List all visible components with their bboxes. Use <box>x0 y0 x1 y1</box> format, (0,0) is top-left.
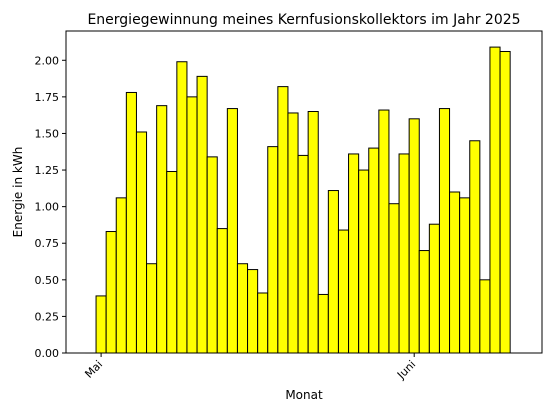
bars-group <box>85 46 511 354</box>
bar <box>358 169 370 354</box>
bar <box>226 108 238 354</box>
bar <box>186 96 198 354</box>
bar <box>125 91 137 354</box>
bar <box>327 190 339 354</box>
x-axis-label: Monat <box>285 388 323 402</box>
bar <box>388 203 400 354</box>
bar <box>499 50 511 354</box>
bar <box>459 197 471 354</box>
plot-frame <box>65 30 543 354</box>
bar <box>166 171 178 354</box>
bar <box>206 156 218 354</box>
bar <box>156 105 168 354</box>
x-tick-label: Juni <box>394 358 418 382</box>
bar <box>428 223 440 354</box>
bar <box>449 191 461 354</box>
bar <box>418 250 430 354</box>
bar <box>277 86 289 354</box>
y-tick-label: 0.50 <box>35 274 60 287</box>
bar <box>378 109 390 354</box>
y-tick-label: 1.00 <box>35 201 60 214</box>
bar <box>368 147 380 354</box>
bar <box>469 140 481 354</box>
bar <box>146 263 158 354</box>
bar <box>317 293 329 354</box>
bar <box>479 279 491 354</box>
y-tick-label: 0.25 <box>35 310 60 323</box>
x-axis: Mai Juni <box>82 353 418 382</box>
bar <box>196 75 208 354</box>
y-tick-label: 0.00 <box>35 347 60 360</box>
bar <box>307 111 319 354</box>
y-tick-label: 0.75 <box>35 237 60 250</box>
bar <box>489 46 501 354</box>
bar <box>105 231 117 354</box>
bar <box>408 118 420 354</box>
y-tick-label: 2.00 <box>35 54 60 67</box>
bar <box>95 295 107 354</box>
bar <box>297 154 309 354</box>
bar <box>176 61 188 354</box>
bar <box>438 108 451 354</box>
bar <box>135 131 148 354</box>
bar <box>216 228 228 354</box>
chart-title: Energiegewinnung meines Kernfusionskolle… <box>87 12 520 28</box>
bar <box>398 153 410 354</box>
bar <box>236 263 249 354</box>
bar <box>247 269 259 354</box>
y-axis: 0.00 0.25 0.50 0.75 1.00 1.25 1.50 1.75 2.00 <box>35 54 66 360</box>
bar <box>287 112 299 354</box>
x-tick-label: Mai <box>82 358 105 381</box>
y-axis-label: Energie in kWh <box>11 147 25 238</box>
y-tick-label: 1.25 <box>35 164 60 177</box>
bar <box>337 229 350 354</box>
bar <box>348 153 360 354</box>
bar <box>257 292 269 354</box>
bar <box>267 146 279 354</box>
bar <box>115 197 127 354</box>
y-tick-label: 1.50 <box>35 127 60 140</box>
y-tick-label: 1.75 <box>35 91 60 104</box>
